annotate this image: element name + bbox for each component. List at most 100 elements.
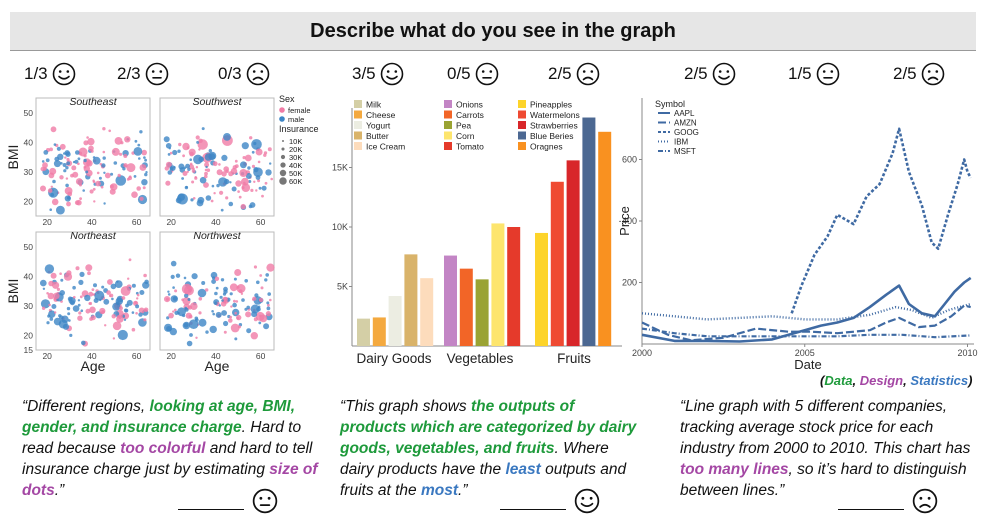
scatter-point [111,314,116,319]
legend-label: IBM [674,138,689,147]
scatter-point [62,163,67,167]
scatter-point [134,301,138,305]
scatter-point [267,303,270,307]
scatter-point [65,177,69,180]
x-tick-label: 20 [42,217,52,227]
scatter-point [77,315,83,321]
scatter-point [104,172,111,179]
scatter-point [119,306,123,311]
scatter-point [232,302,237,308]
scatter-point [110,283,117,290]
scatter-point [221,299,224,302]
scatter-point [66,161,71,166]
scatter-point [237,190,240,193]
scatter-point [238,195,242,199]
face-outline [475,62,498,86]
scatter-point [194,176,197,179]
scatter-point [78,147,88,157]
scatter-point [44,264,55,274]
legend-size-swatch [282,140,284,142]
highlight-design: too colorful [120,440,206,457]
scatter-point [51,304,57,309]
scatter-point [115,297,124,305]
scatter-point [253,167,259,173]
signature-line [838,509,904,511]
legend-size-swatch [279,169,287,177]
legend-swatch [444,142,452,150]
scatter-point [191,169,196,173]
scatter-point [204,168,208,172]
scatter-point [91,288,95,291]
scatter-point [223,166,229,172]
scatter-point [240,161,247,169]
scatter-point [201,281,206,285]
scatter-point [167,153,171,156]
scatter-point [65,151,71,157]
scatter-point [117,329,128,341]
scatter-point [270,177,274,181]
header-banner: Describe what do you see in the graph [10,12,976,51]
legend-swatch [354,142,362,150]
scatter-point [72,160,76,164]
scatter-point [86,136,89,139]
legend-swatch [354,121,362,129]
scatter-point [89,189,94,194]
stock-line-chart: 200 400 600 2000 2005 2010 Date Price SymbolAAPL… [617,98,978,372]
scatter-point [88,291,94,297]
scatter-point [187,298,191,301]
scatter-point [244,307,248,311]
y-tick-label: 40 [24,137,34,147]
scatter-point [139,164,147,171]
scatter-point [103,298,110,305]
scatter-point [123,163,128,168]
scatter-point [183,276,187,280]
scatter-point [205,330,209,334]
scatter-point [253,317,258,322]
y-tick-label: 5K [337,282,348,292]
face-eye [927,496,931,500]
rating-item: 1/3 [24,62,76,86]
scatter-point [53,292,60,299]
legend-label: Pineapples [530,100,572,110]
scatter-point [235,300,239,303]
bar [535,232,548,346]
y-tick-label: 40 [24,271,34,281]
scatter-point [94,290,105,301]
y-axis-label: BMI [5,145,21,170]
scatter-point [123,308,128,313]
scatter-point [267,292,272,296]
scatter-point [201,127,205,131]
scatter-point [181,177,185,180]
scatter-point [267,147,272,152]
scatter-point [43,168,46,171]
rating-item: 1/5 [788,62,840,86]
scatter-point [250,332,258,340]
key-sep-2: , [903,373,911,388]
legend-swatch [518,131,526,140]
happy-face-icon [712,62,735,86]
scatter-point [40,299,51,309]
legend-swatch [518,110,526,119]
facet-points [40,258,150,347]
quote-text: outputs and fruits at the [340,461,627,499]
scatter-point [215,311,222,318]
scatter-point [72,305,80,312]
scatter-point [167,290,170,293]
scatter-point [95,180,101,187]
legend-label: Strawberries [530,121,578,131]
face-mouth [717,75,730,80]
scatter-point [85,264,93,272]
scatter-point [195,166,199,169]
scatter-point [212,312,215,316]
rating-score: 2/5 [548,64,572,83]
scatter-point [141,179,148,186]
y-axis-label: Price [617,206,632,236]
scatter-point [62,323,70,330]
highlight-design: size of dots [22,461,318,499]
scatter-point [64,187,73,195]
face-mouth [927,76,938,81]
legend-label: 30K [289,153,302,162]
sad-face-icon [246,62,269,86]
scatter-point [42,162,48,169]
scatter-point [131,191,138,198]
